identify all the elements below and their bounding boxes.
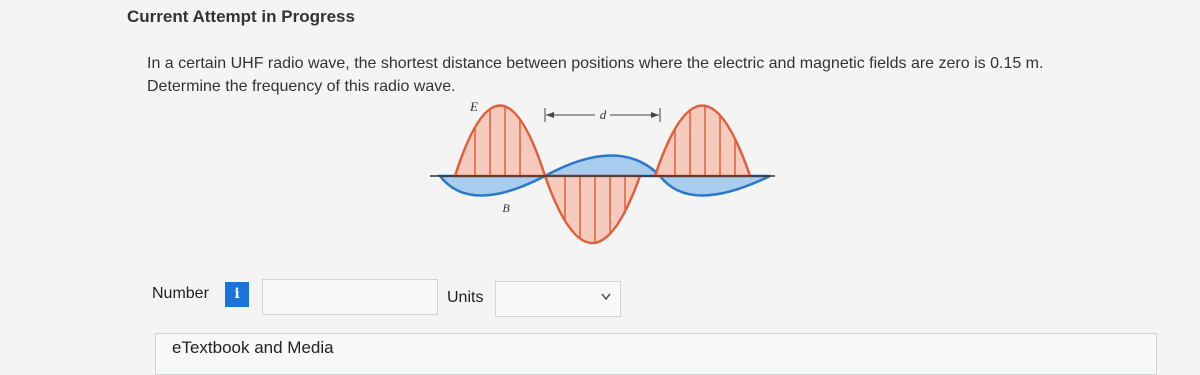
d-label: d xyxy=(600,107,607,122)
e-label: E xyxy=(469,99,478,114)
question-text: In a certain UHF radio wave, the shortes… xyxy=(147,55,1044,72)
etextbook-label[interactable]: eTextbook and Media xyxy=(172,338,334,357)
units-select[interactable] xyxy=(495,281,621,317)
e-wave xyxy=(453,104,547,178)
units-label: Units xyxy=(447,289,484,306)
e-wave xyxy=(543,174,642,244)
chevron xyxy=(601,293,611,301)
b-wave xyxy=(437,174,546,197)
page: {"header": {"title": "Current Attempt in… xyxy=(127,7,1157,375)
wave-figure: E d B xyxy=(430,99,775,244)
question-text: Determine the frequency of this radio wa… xyxy=(147,78,456,95)
b-wave xyxy=(544,154,663,178)
b-wave xyxy=(657,174,771,197)
number-input[interactable] xyxy=(262,279,438,315)
number-label: Number xyxy=(152,285,209,302)
info-icon[interactable]: i xyxy=(225,282,249,307)
b-label: B xyxy=(502,201,510,215)
e-vectors xyxy=(474,106,736,242)
header-title: Current Attempt in Progress xyxy=(127,7,355,26)
